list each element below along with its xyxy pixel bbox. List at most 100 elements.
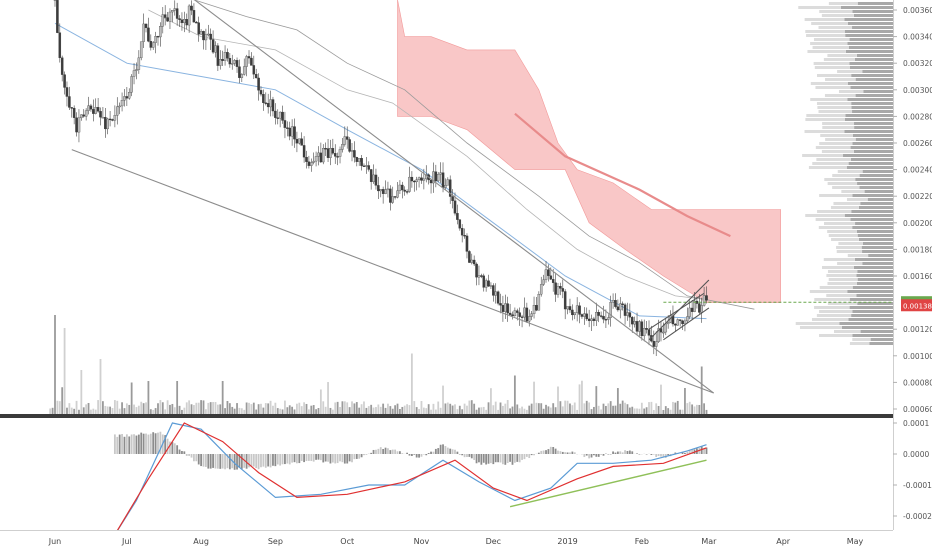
- osc-histogram-bar: [377, 448, 380, 454]
- volume-bar: [329, 407, 332, 414]
- profile-bar: [852, 226, 893, 229]
- volume-bar: [125, 403, 128, 414]
- volume-bar: [152, 409, 155, 414]
- candle-body: [204, 34, 208, 41]
- profile-bar: [857, 182, 893, 185]
- osc-histogram-bar: [209, 454, 212, 469]
- osc-histogram-bar: [564, 452, 567, 454]
- volume-bar: [212, 402, 214, 414]
- candle-body: [389, 188, 392, 203]
- candle-body: [185, 19, 188, 26]
- candle-body: [290, 126, 294, 137]
- profile-bar: [859, 174, 893, 177]
- candle-body: [544, 269, 548, 280]
- candle-body: [700, 305, 703, 313]
- volume-bar: [80, 370, 83, 414]
- osc-histogram-bar: [547, 449, 550, 454]
- panel-separator: [0, 414, 932, 418]
- osc-histogram-bar: [650, 454, 653, 455]
- candle-body: [398, 184, 402, 191]
- osc-histogram-bar: [140, 432, 143, 454]
- profile-bar: [860, 330, 893, 333]
- volume-bar: [298, 402, 301, 414]
- osc-histogram-bar: [585, 454, 588, 456]
- profile-bar: [849, 38, 893, 41]
- profile-bar-outer: [834, 330, 861, 333]
- profile-bar-outer: [828, 234, 858, 237]
- volume-bar: [399, 409, 401, 414]
- osc-histogram-bar: [157, 432, 159, 454]
- volume-bar: [346, 402, 349, 414]
- candle-body: [662, 331, 665, 334]
- candle-body: [254, 74, 258, 79]
- candle-body: [391, 196, 394, 203]
- volume-bar: [607, 403, 610, 414]
- candle-body: [295, 138, 299, 144]
- volume-bar: [245, 402, 248, 414]
- volume-bar: [123, 408, 126, 414]
- profile-bar-outer: [827, 282, 857, 285]
- osc-histogram-bar: [609, 454, 612, 455]
- volume-bar: [463, 403, 466, 414]
- volume-bar: [288, 405, 291, 414]
- profile-bar-outer: [816, 158, 851, 161]
- profile-bar-outer: [802, 154, 844, 157]
- osc-histogram-bar: [427, 452, 430, 454]
- volume-bar: [540, 403, 543, 414]
- osc-trendline: [509, 459, 707, 508]
- volume-bar: [640, 402, 643, 414]
- volume-bar: [628, 407, 631, 414]
- volume-bar: [600, 409, 603, 414]
- volume-bar: [250, 404, 253, 414]
- volume-bar: [466, 405, 468, 414]
- volume-bar: [696, 404, 698, 414]
- candle-body: [525, 307, 529, 322]
- candle-body: [432, 171, 435, 184]
- profile-bar-outer: [824, 94, 856, 97]
- profile-bar: [844, 118, 893, 121]
- ichimoku-cloud: [148, 0, 781, 310]
- volume-bar: [499, 402, 502, 414]
- volume-bar: [183, 407, 186, 414]
- candle-body: [65, 87, 69, 97]
- osc-histogram-bar: [482, 454, 485, 463]
- candle-body: [209, 33, 212, 40]
- osc-histogram-bar: [154, 433, 157, 454]
- osc-histogram-bar: [499, 454, 502, 463]
- profile-bar-outer: [819, 194, 853, 197]
- osc-histogram-bar: [190, 454, 193, 458]
- osc-histogram-bar: [662, 454, 665, 458]
- volume-bar: [82, 407, 85, 414]
- candle-body: [257, 77, 260, 91]
- volume-bar: [305, 403, 308, 414]
- volume-bar: [358, 407, 361, 414]
- osc-histogram-bar: [516, 454, 519, 462]
- candle-body: [159, 26, 162, 38]
- volume-bar: [494, 401, 497, 414]
- volume-bar: [63, 328, 66, 414]
- candle-body: [175, 8, 179, 19]
- osc-histogram-bar: [166, 438, 169, 454]
- osc-histogram-bar: [296, 454, 298, 464]
- profile-bar: [853, 150, 893, 153]
- profile-bar-outer: [818, 226, 853, 229]
- volume-bars: [49, 315, 708, 414]
- candle-body: [233, 60, 236, 64]
- volume-bar: [279, 408, 282, 414]
- volume-bar: [410, 353, 413, 414]
- osc-histogram-bar: [341, 454, 344, 463]
- profile-bar: [852, 134, 893, 137]
- volume-bar: [102, 401, 104, 414]
- osc-histogram-bar: [118, 434, 121, 454]
- profile-bar: [847, 82, 893, 85]
- profile-bar: [850, 146, 893, 149]
- candle-body: [70, 107, 74, 109]
- candle-body: [439, 172, 442, 175]
- candle-body: [585, 313, 588, 320]
- candle-body: [96, 107, 100, 112]
- volume-profile: [795, 2, 893, 345]
- volume-bar: [240, 408, 243, 414]
- profile-bar-outer: [815, 146, 851, 149]
- volume-bar: [118, 408, 121, 414]
